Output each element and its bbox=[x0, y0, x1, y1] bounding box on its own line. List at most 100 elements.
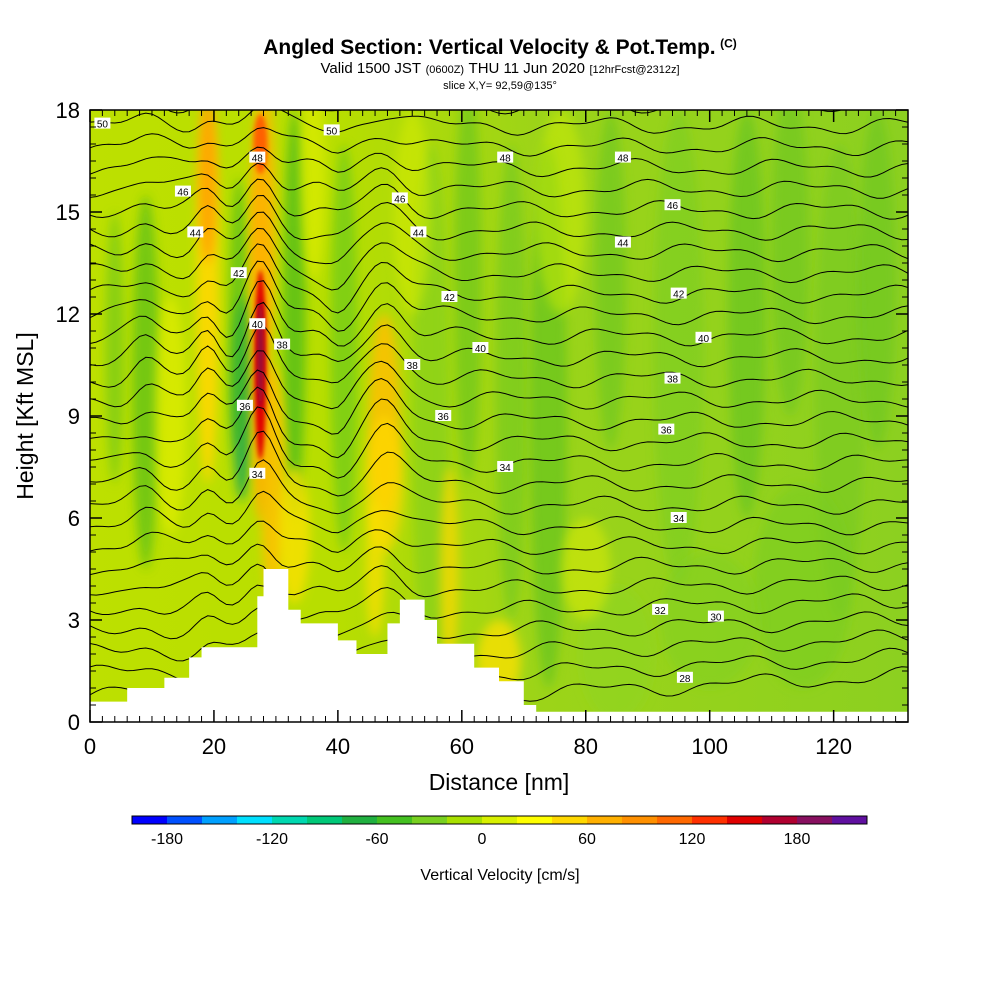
theta-contour-line bbox=[90, 260, 908, 332]
contour-label-text: 34 bbox=[252, 470, 264, 481]
velocity-blob bbox=[595, 110, 627, 450]
contour-label: 34 bbox=[670, 512, 687, 525]
contour-label-text: 30 bbox=[710, 613, 722, 624]
valid-time: Valid 1500 JST bbox=[320, 60, 422, 77]
contour-label-bg bbox=[435, 410, 452, 421]
theta-contour-line bbox=[90, 162, 908, 199]
colorbar: -180 -120 -60 0 60 120 180 Vertical Velocity [c… bbox=[131, 815, 868, 884]
velocity-blob bbox=[330, 144, 358, 552]
colorbar-swatch bbox=[377, 816, 413, 824]
colorbar-swatch bbox=[727, 816, 763, 824]
velocity-blob bbox=[198, 110, 218, 263]
contour-label: 38 bbox=[404, 359, 421, 372]
colorbar-swatch bbox=[797, 816, 833, 824]
theta-contour-line bbox=[90, 194, 908, 241]
theta-contour-labels: 28 30 32 34 34 34 36 36 36 38 38 38 40 40 40 42 42 42 44 44… bbox=[94, 117, 724, 685]
contour-label: 40 bbox=[695, 331, 712, 345]
y-tick-label: 0 bbox=[68, 710, 80, 735]
contour-label-bg bbox=[614, 236, 631, 248]
theta-contours bbox=[90, 110, 908, 705]
forecast-info: [12hrFcst@2312z] bbox=[589, 64, 680, 76]
contour-label-text: 50 bbox=[97, 120, 109, 131]
contour-label: 50 bbox=[94, 117, 111, 131]
theta-contour-line bbox=[90, 490, 908, 536]
colorbar-swatch bbox=[447, 816, 483, 824]
contour-label-bg bbox=[323, 124, 340, 136]
colorbar-swatch bbox=[657, 816, 693, 824]
colorbar-swatch bbox=[587, 816, 623, 824]
updraft-core-peak bbox=[257, 299, 264, 410]
contour-label: 44 bbox=[614, 236, 631, 250]
contour-label: 42 bbox=[441, 291, 458, 304]
contour-label: 48 bbox=[614, 151, 631, 165]
velocity-blob bbox=[300, 110, 326, 280]
colorbar-swatch bbox=[517, 816, 553, 824]
colorbar-tick-label: 120 bbox=[679, 831, 706, 848]
colorbar-tick-label: -60 bbox=[365, 831, 388, 848]
contour-label-text: 34 bbox=[673, 514, 685, 525]
colorbar-swatch bbox=[692, 816, 728, 824]
contour-label: 38 bbox=[274, 338, 291, 352]
contour-label-text: 28 bbox=[679, 674, 691, 685]
contour-label: 36 bbox=[236, 399, 253, 413]
contour-label: 30 bbox=[707, 610, 724, 624]
contour-label-bg bbox=[404, 359, 421, 370]
contour-label: 50 bbox=[323, 124, 340, 137]
colorbar-swatch bbox=[552, 816, 588, 824]
contour-label: 40 bbox=[472, 342, 489, 355]
colorbar-swatch bbox=[202, 816, 238, 824]
contour-label-bg bbox=[676, 671, 693, 683]
x-tick-label: 60 bbox=[450, 734, 474, 759]
y-axis-title: Height [Kft MSL] bbox=[12, 332, 38, 499]
contour-label-bg bbox=[670, 287, 687, 299]
contour-label: 48 bbox=[497, 151, 514, 165]
colorbar-tick-label: -120 bbox=[256, 831, 288, 848]
contour-label-text: 40 bbox=[475, 344, 487, 355]
contour-label: 38 bbox=[664, 372, 681, 386]
contour-label-text: 42 bbox=[673, 290, 685, 301]
theta-contour-line bbox=[90, 178, 908, 220]
contour-label: 44 bbox=[187, 226, 204, 239]
colorbar-swatch bbox=[832, 816, 868, 824]
theta-contour-line bbox=[90, 607, 908, 642]
contour-label-text: 48 bbox=[500, 154, 512, 165]
contour-label: 44 bbox=[410, 226, 427, 239]
contour-label-bg bbox=[249, 318, 266, 330]
contour-label: 46 bbox=[174, 185, 191, 199]
contour-label-text: 42 bbox=[444, 293, 456, 304]
contour-label-bg bbox=[652, 603, 669, 615]
theta-contour-line bbox=[90, 543, 908, 576]
contour-label: 46 bbox=[391, 192, 408, 205]
y-tick-label: 3 bbox=[68, 608, 80, 633]
contour-label-bg bbox=[658, 423, 675, 435]
theta-contour-line bbox=[90, 243, 908, 314]
x-tick-label: 40 bbox=[326, 734, 350, 759]
velocity-blob bbox=[283, 110, 306, 518]
contour-label-text: 44 bbox=[413, 228, 425, 239]
contour-label-bg bbox=[174, 185, 191, 197]
velocity-blob bbox=[393, 110, 431, 314]
velocity-blob bbox=[728, 110, 766, 518]
velocity-blob bbox=[105, 212, 125, 484]
velocity-blob bbox=[495, 144, 527, 620]
theta-contour-line bbox=[90, 324, 908, 389]
velocity-blob bbox=[365, 501, 385, 637]
colorbar-swatch bbox=[307, 816, 343, 824]
theta-contour-line bbox=[90, 520, 908, 555]
contour-label-bg bbox=[614, 151, 631, 163]
contour-label-text: 48 bbox=[252, 154, 264, 165]
velocity-blob bbox=[560, 518, 611, 620]
contour-label: 32 bbox=[652, 603, 669, 617]
slice-info-line: slice X,Y= 92,59@135° bbox=[0, 76, 1000, 94]
contour-label-text: 32 bbox=[655, 606, 667, 617]
velocity-blob bbox=[454, 110, 482, 484]
colorbar-tick-label: 60 bbox=[578, 831, 596, 848]
contour-label: 36 bbox=[435, 410, 452, 423]
theta-contour-line bbox=[90, 350, 908, 410]
x-tick-label: 80 bbox=[574, 734, 598, 759]
contour-label: 36 bbox=[658, 423, 675, 437]
contour-label: 42 bbox=[670, 287, 687, 301]
velocity-blob bbox=[536, 110, 586, 314]
